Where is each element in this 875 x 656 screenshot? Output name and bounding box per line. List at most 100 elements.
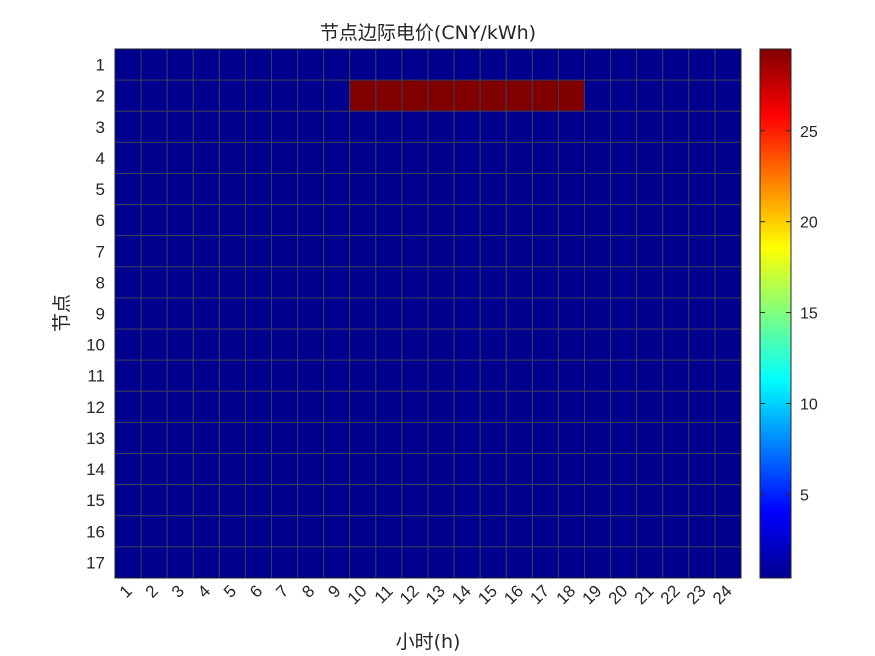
heatmap-cell [557, 48, 585, 81]
heatmap-cell [610, 390, 638, 423]
heatmap-cell [401, 546, 429, 579]
heatmap-cell [505, 266, 533, 299]
heatmap-cell [531, 235, 559, 268]
x-tick-label: 22 [657, 581, 684, 608]
heatmap-cell [244, 172, 272, 206]
heatmap-cell [636, 421, 664, 455]
heatmap-cell [375, 359, 403, 392]
heatmap-cell [192, 546, 220, 579]
heatmap-cell [662, 235, 690, 268]
heatmap-cell [557, 204, 585, 237]
heatmap-cell [244, 328, 272, 361]
heatmap-cell [610, 235, 638, 268]
heatmap-cell [531, 453, 559, 486]
heatmap-cell [479, 110, 507, 143]
heatmap-cell [166, 110, 194, 143]
x-tick-label: 13 [422, 581, 449, 608]
heatmap-cell [636, 79, 664, 112]
x-tick-label: 20 [605, 581, 632, 608]
heatmap-cell [453, 297, 481, 330]
heatmap-cell [375, 546, 403, 579]
heatmap-cell [271, 266, 299, 299]
heatmap-cell [610, 110, 638, 143]
heatmap-cell [505, 484, 533, 517]
heatmap-cell [688, 141, 716, 174]
heatmap-cell [584, 141, 612, 174]
heatmap-cell [349, 421, 377, 455]
heatmap-cell [427, 204, 455, 237]
heatmap-cell [140, 546, 168, 579]
heatmap-cell [610, 421, 638, 455]
heatmap-cell [244, 484, 272, 517]
heatmap-cell [531, 48, 559, 81]
heatmap-cell [610, 453, 638, 486]
x-tick-label: 5 [220, 581, 240, 601]
heatmap-cell [218, 484, 246, 517]
heatmap-cell [557, 453, 585, 486]
heatmap-cell [453, 79, 481, 112]
heatmap-cell [375, 390, 403, 423]
heatmap-cell [218, 515, 246, 548]
heatmap-cell [244, 421, 272, 455]
heatmap-cell [218, 172, 246, 206]
heatmap-cell [662, 297, 690, 330]
heatmap-cell [349, 453, 377, 486]
heatmap-cell [401, 110, 429, 143]
heatmap-cell [505, 453, 533, 486]
heatmap-cell [610, 484, 638, 517]
heatmap-cell [610, 204, 638, 237]
x-tick-label: 7 [272, 581, 292, 601]
heatmap-cell [479, 453, 507, 486]
heatmap-cell [140, 297, 168, 330]
heatmap-cell [166, 297, 194, 330]
heatmap-cell [531, 141, 559, 174]
heatmap-cell [192, 421, 220, 455]
heatmap-cell [218, 48, 246, 81]
heatmap-cell [453, 110, 481, 143]
heatmap-cell [557, 172, 585, 206]
heatmap-cell [479, 141, 507, 174]
heatmap-cell [662, 515, 690, 548]
y-tick-label: 12 [86, 398, 105, 417]
heatmap-cell [557, 297, 585, 330]
heatmap-cell [505, 546, 533, 579]
heatmap-cell [714, 172, 742, 206]
colorbar-tick-label: 10 [800, 396, 818, 413]
heatmap-cell [349, 266, 377, 299]
heatmap-cell [271, 328, 299, 361]
heatmap-cell [531, 328, 559, 361]
heatmap-cell [584, 359, 612, 392]
heatmap-cell [479, 421, 507, 455]
heatmap-cell [479, 390, 507, 423]
heatmap-cell [584, 235, 612, 268]
heatmap-cell [349, 546, 377, 579]
heatmap-cell [297, 172, 325, 206]
heatmap-cell [244, 204, 272, 237]
heatmap-cell [244, 79, 272, 112]
heatmap-cell [610, 546, 638, 579]
heatmap-cell [140, 110, 168, 143]
heatmap-cell [218, 297, 246, 330]
heatmap-cell [714, 328, 742, 361]
colorbar-tick-label: 15 [800, 306, 818, 323]
heatmap-cell [427, 328, 455, 361]
x-axis-label: 小时(h) [396, 631, 461, 653]
heatmap-cell [531, 79, 559, 112]
heatmap-cell [557, 484, 585, 517]
heatmap-cell [427, 79, 455, 112]
heatmap-cell [192, 266, 220, 299]
x-tick-label: 10 [344, 581, 371, 608]
heatmap-cell [271, 172, 299, 206]
heatmap-cell [271, 204, 299, 237]
heatmap-cell [453, 266, 481, 299]
heatmap-cell [479, 515, 507, 548]
y-tick-label: 9 [96, 305, 105, 324]
heatmap-cell [479, 297, 507, 330]
x-tick-labels: 1 2 3 4 5 6 7 8 9 10 11 12 13 14 15 16 17 18 19 20 21 22 23 24 [116, 581, 736, 608]
heatmap-cell [505, 141, 533, 174]
heatmap-cell [323, 484, 351, 517]
heatmap-cell [271, 297, 299, 330]
x-tick-label: 12 [396, 581, 423, 608]
heatmap-cell [271, 546, 299, 579]
heatmap-cell [140, 421, 168, 455]
